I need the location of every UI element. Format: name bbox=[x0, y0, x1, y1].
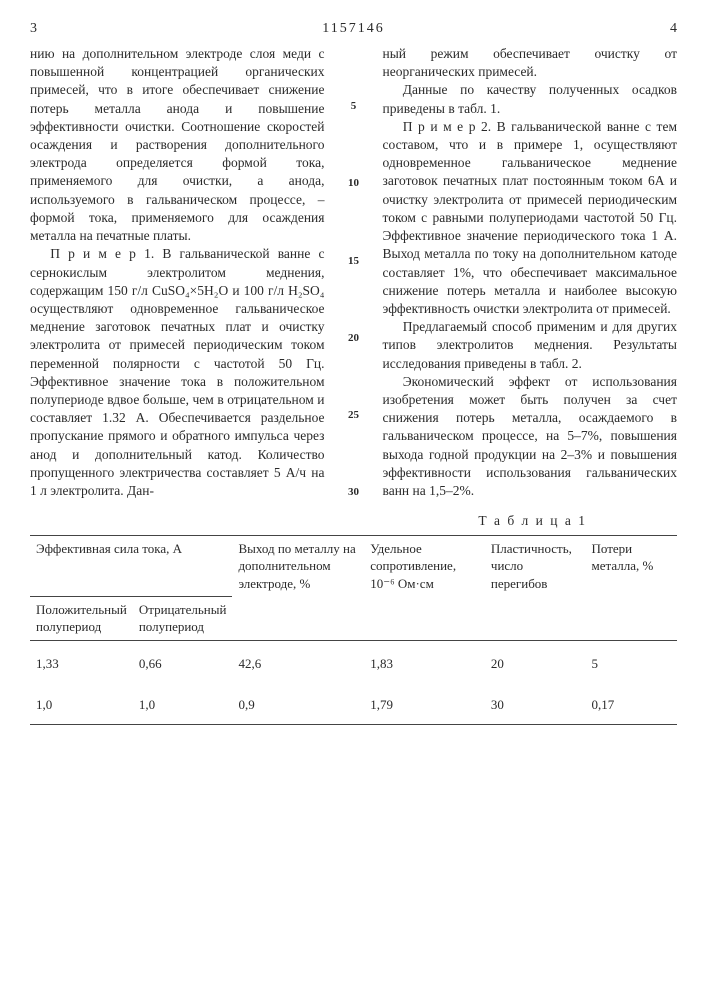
th-resistivity: Удельное сопротивление, 10⁻⁶ Ом·см bbox=[364, 536, 485, 597]
table-row: 1,33 0,66 42,6 1,83 20 5 bbox=[30, 641, 677, 683]
right-p2: Данные по качеству полученных осадков пр… bbox=[383, 81, 678, 117]
table-body: 1,33 0,66 42,6 1,83 20 5 1,0 1,0 0,9 1,7… bbox=[30, 640, 677, 725]
doc-number: 1157146 bbox=[70, 20, 637, 39]
line-markers: 5 10 15 20 25 30 bbox=[347, 45, 361, 500]
page-header: 3 1157146 4 bbox=[30, 20, 677, 39]
th-positive: Положительный полупериод bbox=[30, 596, 133, 640]
cell: 0,9 bbox=[232, 682, 364, 724]
right-p1: ный режим обеспечивает очистку от неорга… bbox=[383, 45, 678, 81]
line-marker: 25 bbox=[347, 408, 361, 423]
data-table: Эффективная сила тока, А Выход по металл… bbox=[30, 536, 677, 725]
left-p2: П р и м е р 1. В гальванической ванне с … bbox=[30, 245, 325, 500]
line-marker: 20 bbox=[347, 331, 361, 346]
line-marker: 15 bbox=[347, 254, 361, 269]
table-bottom-rule bbox=[30, 724, 677, 725]
cell: 1,33 bbox=[30, 641, 133, 683]
th-negative: Отрицательный полупериод bbox=[133, 596, 233, 640]
cell: 42,6 bbox=[232, 641, 364, 683]
cell: 0,17 bbox=[586, 682, 677, 724]
table-head: Эффективная сила тока, А Выход по металл… bbox=[30, 536, 677, 640]
line-marker: 10 bbox=[347, 176, 361, 191]
cell: 0,66 bbox=[133, 641, 233, 683]
line-marker: 5 bbox=[347, 99, 361, 114]
right-p3: П р и м е р 2. В гальванической ванне с … bbox=[383, 118, 678, 318]
cell: 1,79 bbox=[364, 682, 485, 724]
left-p1: нию на дополнительном электроде слоя мед… bbox=[30, 45, 325, 245]
table-caption: Т а б л и ц а 1 bbox=[30, 512, 587, 530]
page-num-left: 3 bbox=[30, 20, 70, 39]
body-columns: нию на дополнительном электроде слоя мед… bbox=[30, 45, 677, 500]
th-effective-current: Эффективная сила тока, А bbox=[30, 536, 232, 597]
cell: 1,0 bbox=[30, 682, 133, 724]
table-row: 1,0 1,0 0,9 1,79 30 0,17 bbox=[30, 682, 677, 724]
cell: 5 bbox=[586, 641, 677, 683]
cell: 20 bbox=[485, 641, 586, 683]
cell: 30 bbox=[485, 682, 586, 724]
left-column: нию на дополнительном электроде слоя мед… bbox=[30, 45, 325, 500]
right-column: ный режим обеспечивает очистку от неорга… bbox=[383, 45, 678, 500]
th-metal-yield: Выход по металлу на дополнительном элект… bbox=[232, 536, 364, 597]
right-p5: Экономический эффект от использования из… bbox=[383, 373, 678, 501]
th-plasticity: Пластичность, число перегибов bbox=[485, 536, 586, 597]
line-marker: 30 bbox=[347, 485, 361, 500]
cell: 1,83 bbox=[364, 641, 485, 683]
right-p4: Предлагаемый способ применим и для други… bbox=[383, 318, 678, 373]
th-losses: Потери металла, % bbox=[586, 536, 677, 597]
cell: 1,0 bbox=[133, 682, 233, 724]
page-num-right: 4 bbox=[637, 20, 677, 39]
